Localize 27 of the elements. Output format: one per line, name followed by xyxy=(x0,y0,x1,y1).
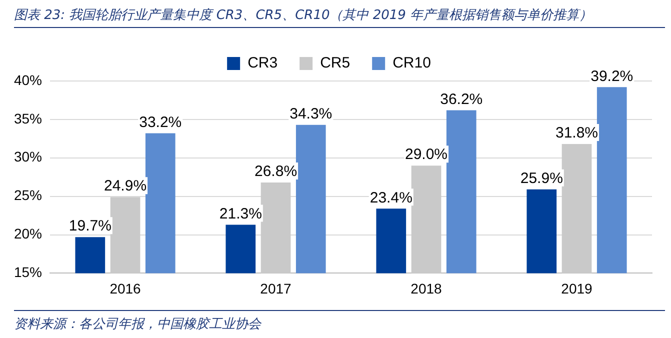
data-label: 33.2% xyxy=(139,114,182,131)
y-tick-label: 35% xyxy=(14,110,42,126)
y-tick-label: 20% xyxy=(14,226,42,242)
data-label: 39.2% xyxy=(590,68,634,85)
chart-title: 图表 23: 我国轮胎行业产量集中度 CR3、CR5、CR10（其中 2019 年产量根据销售额与单价推算） xyxy=(14,6,665,28)
legend-label: CR10 xyxy=(392,54,431,72)
y-tick-label: 15% xyxy=(14,264,42,280)
data-label: 21.3% xyxy=(219,205,262,222)
y-tick-label: 30% xyxy=(14,148,42,165)
data-label: 23.4% xyxy=(370,189,412,206)
data-label: 29.0% xyxy=(404,146,448,164)
data-label: 31.8% xyxy=(555,124,598,142)
text: 资料来源：各公司年报，中国橡胶工业协会 xyxy=(14,310,665,333)
data-label: 25.9% xyxy=(520,170,563,188)
data-label: 36.2% xyxy=(440,90,483,108)
x-tick-label: 2016 xyxy=(110,280,142,296)
legend-label: CR3 xyxy=(248,54,278,72)
data-label: 24.9% xyxy=(104,178,147,195)
data-label: 26.8% xyxy=(254,163,298,180)
data-label: 34.3% xyxy=(290,105,332,122)
y-tick-label: 25% xyxy=(14,187,42,204)
y-tick-label: 40% xyxy=(14,72,42,88)
x-tick-label: 2019 xyxy=(561,280,593,296)
data-label: 19.7% xyxy=(68,218,112,235)
legend-label: CR5 xyxy=(320,54,350,72)
x-tick-label: 2017 xyxy=(260,280,292,296)
x-tick-label: 2018 xyxy=(410,280,442,296)
